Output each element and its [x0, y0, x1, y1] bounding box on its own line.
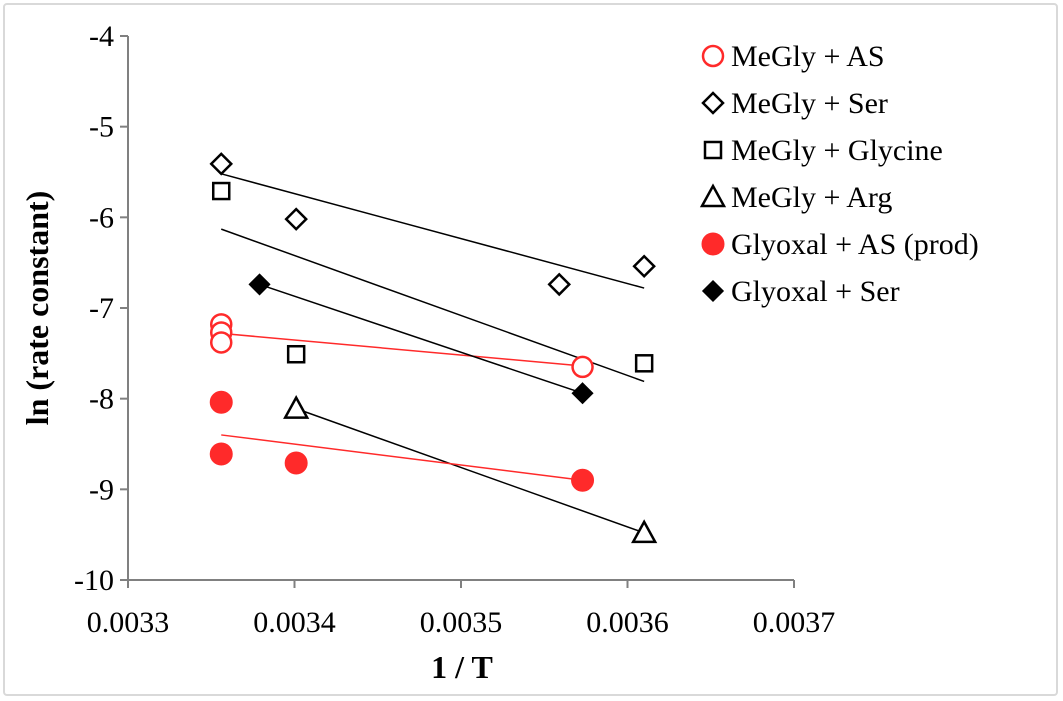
trendline-series-4	[221, 434, 583, 482]
x-tick-label: 0.0036	[586, 606, 669, 639]
data-markers	[209, 152, 658, 544]
trendline-series-1	[221, 173, 645, 289]
legend-label: Glyoxal + AS (prod)	[731, 228, 979, 261]
data-point-series-5	[248, 273, 271, 296]
data-point-series-3	[631, 519, 658, 544]
trendlines	[220, 173, 645, 534]
legend-marker-3	[699, 183, 727, 208]
data-point-series-1	[209, 152, 234, 176]
legend-label: MeGly + Ser	[731, 87, 888, 120]
y-tick-label: -4	[89, 20, 114, 53]
y-tick-label: -10	[74, 564, 114, 597]
data-point-series-0	[209, 331, 233, 354]
trendline-series-2	[220, 228, 645, 383]
x-tick-label: 0.0037	[753, 606, 836, 639]
data-point-series-1	[632, 254, 656, 279]
data-point-series-4	[209, 442, 233, 466]
legend-marker-0	[701, 44, 725, 68]
axes	[120, 35, 795, 588]
legend-marker-4	[701, 232, 725, 256]
data-point-series-2	[211, 181, 231, 201]
y-tick-label: -9	[89, 473, 114, 506]
data-point-series-0	[571, 355, 594, 379]
y-tick-label: -5	[89, 111, 114, 144]
trendline-series-5	[259, 283, 583, 394]
data-point-series-4	[209, 390, 233, 414]
trendline-series-0	[221, 332, 583, 367]
legend-marker-2	[703, 140, 723, 160]
tick-labels: -4 -5 -6 -7 -8 -9 -10 0.0033 0.0034 0.0035 0.0036 0…	[74, 20, 835, 639]
trendline-series-3	[295, 407, 645, 534]
legend-label: MeGly + Glycine	[731, 134, 943, 167]
data-point-series-4	[284, 451, 308, 475]
y-tick-label: -6	[89, 201, 114, 234]
data-point-series-2	[634, 354, 654, 373]
legend-label: Glyoxal + Ser	[731, 275, 900, 308]
x-axis-title: 1 / T	[431, 649, 493, 685]
x-tick-label: 0.0035	[420, 606, 503, 639]
y-tick-label: -7	[89, 292, 114, 325]
legend-label: MeGly + AS	[731, 40, 885, 73]
data-point-series-2	[286, 344, 306, 364]
y-tick-label: -8	[89, 383, 114, 416]
data-point-series-5	[571, 382, 594, 405]
data-point-series-3	[283, 395, 310, 419]
y-axis-title: ln (rate constant)	[19, 191, 55, 426]
data-point-series-1	[547, 272, 572, 297]
legend-marker-5	[701, 279, 725, 303]
x-tick-label: 0.0033	[87, 606, 170, 639]
data-point-series-1	[284, 207, 308, 231]
data-point-series-4	[571, 468, 595, 492]
x-tick-label: 0.0034	[253, 606, 336, 639]
legend-marker-1	[701, 91, 725, 115]
legend: MeGly + AS MeGly + Ser MeGly + Glycine MeGl…	[699, 40, 979, 308]
legend-label: MeGly + Arg	[731, 181, 892, 214]
